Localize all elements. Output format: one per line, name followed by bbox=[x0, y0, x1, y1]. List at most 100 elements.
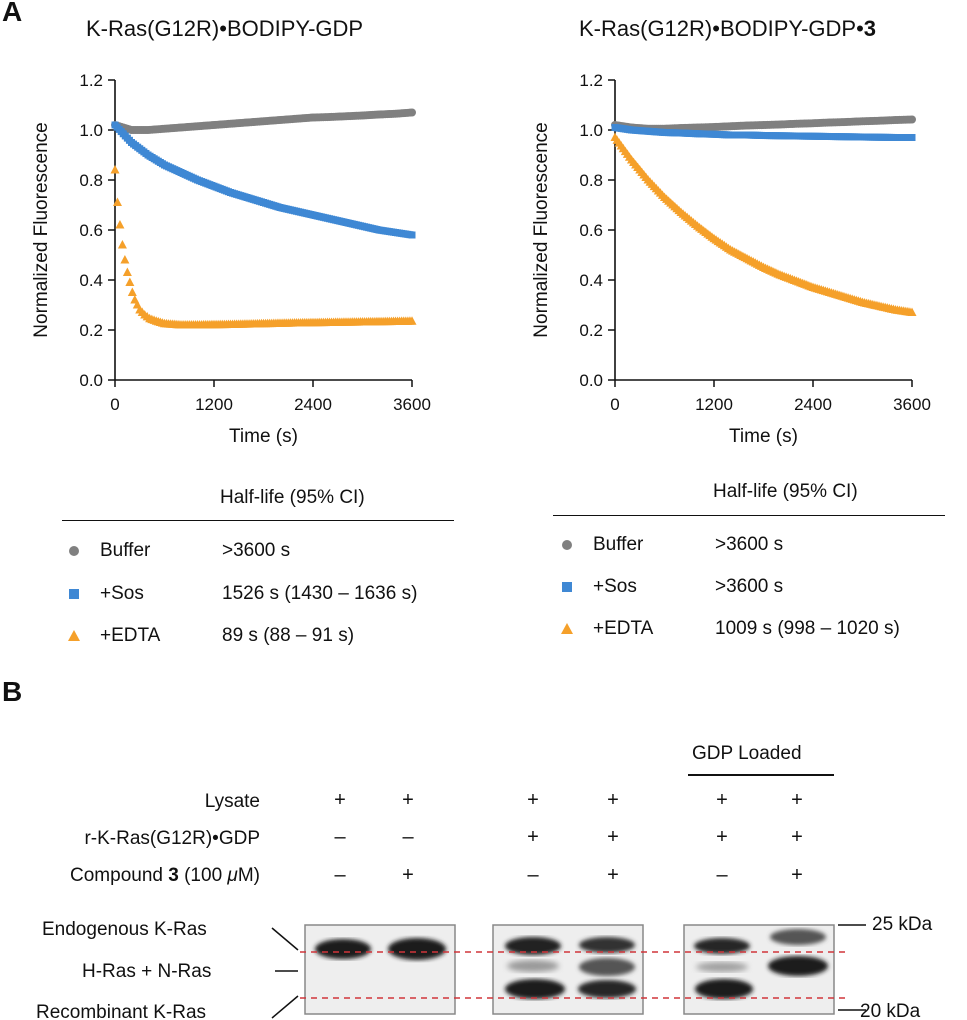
pm-rkras-lane-3: + bbox=[527, 826, 539, 848]
x-tick-label: 3600 bbox=[893, 395, 931, 414]
band-label-endogenous: Endogenous K-Ras bbox=[42, 919, 207, 940]
blot-1-lane-2-endogenous-band bbox=[388, 938, 446, 960]
y-tick-label: 0.4 bbox=[79, 271, 103, 290]
pm-rkras-lane-1: – bbox=[334, 826, 346, 848]
table-right-name-sos: +Sos bbox=[593, 576, 637, 597]
chart-right-title: K-Ras(G12R)•BODIPY-GDP•3 bbox=[579, 16, 877, 41]
x-tick-label: 1200 bbox=[195, 395, 233, 414]
table-right-header: Half-life (95% CI) bbox=[713, 481, 858, 502]
chart-left: 0.0 0.2 0.4 0.6 0.8 1.0 1.2 0 1200 2400 3600 Time (… bbox=[31, 71, 431, 447]
blot-2-lane-2-endogenous-band bbox=[579, 937, 635, 953]
x-tick-label: 2400 bbox=[294, 395, 332, 414]
row-label-lysate: Lysate bbox=[204, 791, 260, 812]
pointer-endogenous bbox=[271, 927, 299, 951]
y-tick-label: 0.2 bbox=[579, 321, 603, 340]
y-tick-label: 0.8 bbox=[79, 171, 103, 190]
y-tick-label: 0.0 bbox=[579, 371, 603, 390]
y-tick-label: 1.0 bbox=[79, 121, 103, 140]
blot-1-frame bbox=[304, 924, 456, 1015]
marker-25-label: 25 kDa bbox=[872, 914, 933, 935]
blot-3-lane-2-hn-ras-band bbox=[768, 956, 828, 976]
row-label-compound: Compound 3 (100 μM) bbox=[70, 865, 260, 886]
table-left-name-edta: +EDTA bbox=[100, 625, 161, 646]
y-axis-label: Normalized Fluorescence bbox=[531, 122, 552, 337]
pm-lysate-lane-3: + bbox=[527, 789, 539, 811]
point-edta bbox=[120, 255, 130, 264]
table-left-value-sos: 1526 s (1430 – 1636 s) bbox=[222, 583, 418, 604]
y-tick-label: 1.2 bbox=[79, 71, 103, 90]
pm-compound-lane-3: – bbox=[527, 864, 539, 886]
band-label-recombinant: Recombinant K-Ras bbox=[36, 1002, 206, 1020]
row-label-rkras: r-K-Ras(G12R)•GDP bbox=[84, 828, 260, 849]
point-edta bbox=[115, 220, 125, 229]
table-left-name-sos: +Sos bbox=[100, 583, 144, 604]
legend-right-buffer-marker bbox=[562, 540, 572, 550]
pm-lysate-lane-4: + bbox=[607, 789, 619, 811]
pointer-recombinant bbox=[271, 995, 299, 1019]
legend-left-edta-marker bbox=[68, 630, 80, 641]
point-edta bbox=[407, 316, 417, 325]
y-tick-label: 0.2 bbox=[79, 321, 103, 340]
table-left-name-buffer: Buffer bbox=[100, 540, 151, 561]
legend-right-edta-marker bbox=[561, 623, 573, 634]
pm-rkras-lane-5: + bbox=[716, 826, 728, 848]
pm-lysate-lane-6: + bbox=[791, 789, 803, 811]
point-sos bbox=[408, 231, 416, 239]
x-tick-label: 2400 bbox=[794, 395, 832, 414]
pm-compound-lane-6: + bbox=[791, 864, 803, 886]
point-buffer bbox=[408, 108, 416, 117]
pm-compound-lane-2: + bbox=[402, 864, 414, 886]
y-tick-label: 1.0 bbox=[579, 121, 603, 140]
table-right-name-edta: +EDTA bbox=[593, 618, 654, 639]
x-tick-label: 0 bbox=[610, 395, 619, 414]
point-edta bbox=[110, 165, 120, 174]
blot-3-lane-1-recombinant-band bbox=[695, 979, 753, 999]
legend-left-buffer-marker bbox=[69, 546, 79, 556]
table-right-value-buffer: >3600 s bbox=[715, 534, 784, 555]
pm-rkras-lane-2: – bbox=[402, 826, 414, 848]
y-tick-label: 0.6 bbox=[79, 221, 103, 240]
table-left-value-buffer: >3600 s bbox=[222, 540, 291, 561]
panel-b-label: B bbox=[2, 676, 23, 707]
point-edta bbox=[127, 287, 137, 296]
blot-2-lane-1-recombinant-band bbox=[505, 979, 565, 999]
table-right-value-sos: >3600 s bbox=[715, 576, 784, 597]
y-tick-label: 0.0 bbox=[79, 371, 103, 390]
y-tick-label: 0.4 bbox=[579, 271, 603, 290]
legend-right-sos-marker bbox=[562, 582, 572, 592]
x-axis-label: Time (s) bbox=[729, 426, 798, 447]
x-axis-label: Time (s) bbox=[229, 426, 298, 447]
marker-20-label: 20 kDa bbox=[860, 1001, 921, 1020]
pm-compound-lane-1: – bbox=[334, 864, 346, 886]
point-buffer bbox=[908, 115, 916, 124]
band-label-hn-ras: H-Ras + N-Ras bbox=[82, 961, 211, 982]
table-right-name-buffer: Buffer bbox=[593, 534, 644, 555]
y-tick-label: 0.8 bbox=[579, 171, 603, 190]
blot-2-lane-1-endogenous-band bbox=[505, 937, 561, 955]
pm-lysate-lane-2: + bbox=[402, 789, 414, 811]
pm-rkras-lane-4: + bbox=[607, 826, 619, 848]
chart-right: 0.0 0.2 0.4 0.6 0.8 1.0 1.2 0 1200 2400 3600 Time (… bbox=[531, 71, 931, 447]
blot-2-lane-2-hn-ras-band bbox=[579, 958, 635, 976]
blot-3-lane-1-hn-ras-band bbox=[696, 962, 748, 972]
y-tick-label: 0.6 bbox=[579, 221, 603, 240]
blot-1-lane-1-endogenous-band bbox=[315, 939, 371, 959]
western-blot: Endogenous K-Ras H-Ras + N-Ras Recombina… bbox=[36, 914, 933, 1020]
y-axis-label: Normalized Fluorescence bbox=[31, 122, 52, 337]
x-tick-label: 1200 bbox=[695, 395, 733, 414]
gdp-loaded-bar bbox=[688, 774, 834, 776]
table-right-value-edta: 1009 s (998 – 1020 s) bbox=[715, 618, 900, 639]
x-tick-label: 0 bbox=[110, 395, 119, 414]
point-edta bbox=[112, 197, 122, 206]
point-sos bbox=[908, 134, 916, 141]
pm-compound-lane-4: + bbox=[607, 864, 619, 886]
y-tick-label: 1.2 bbox=[579, 71, 603, 90]
pm-lysate-lane-1: + bbox=[334, 789, 346, 811]
legend-left-sos-marker bbox=[69, 589, 79, 599]
table-left-header: Half-life (95% CI) bbox=[220, 487, 365, 508]
point-edta bbox=[117, 240, 127, 249]
blot-2-lane-2-recombinant-band bbox=[578, 980, 636, 998]
pm-lysate-lane-5: + bbox=[716, 789, 728, 811]
chart-left-title: K-Ras(G12R)•BODIPY-GDP bbox=[86, 16, 364, 41]
blot-3-lane-2-endogenous-band bbox=[770, 929, 826, 945]
